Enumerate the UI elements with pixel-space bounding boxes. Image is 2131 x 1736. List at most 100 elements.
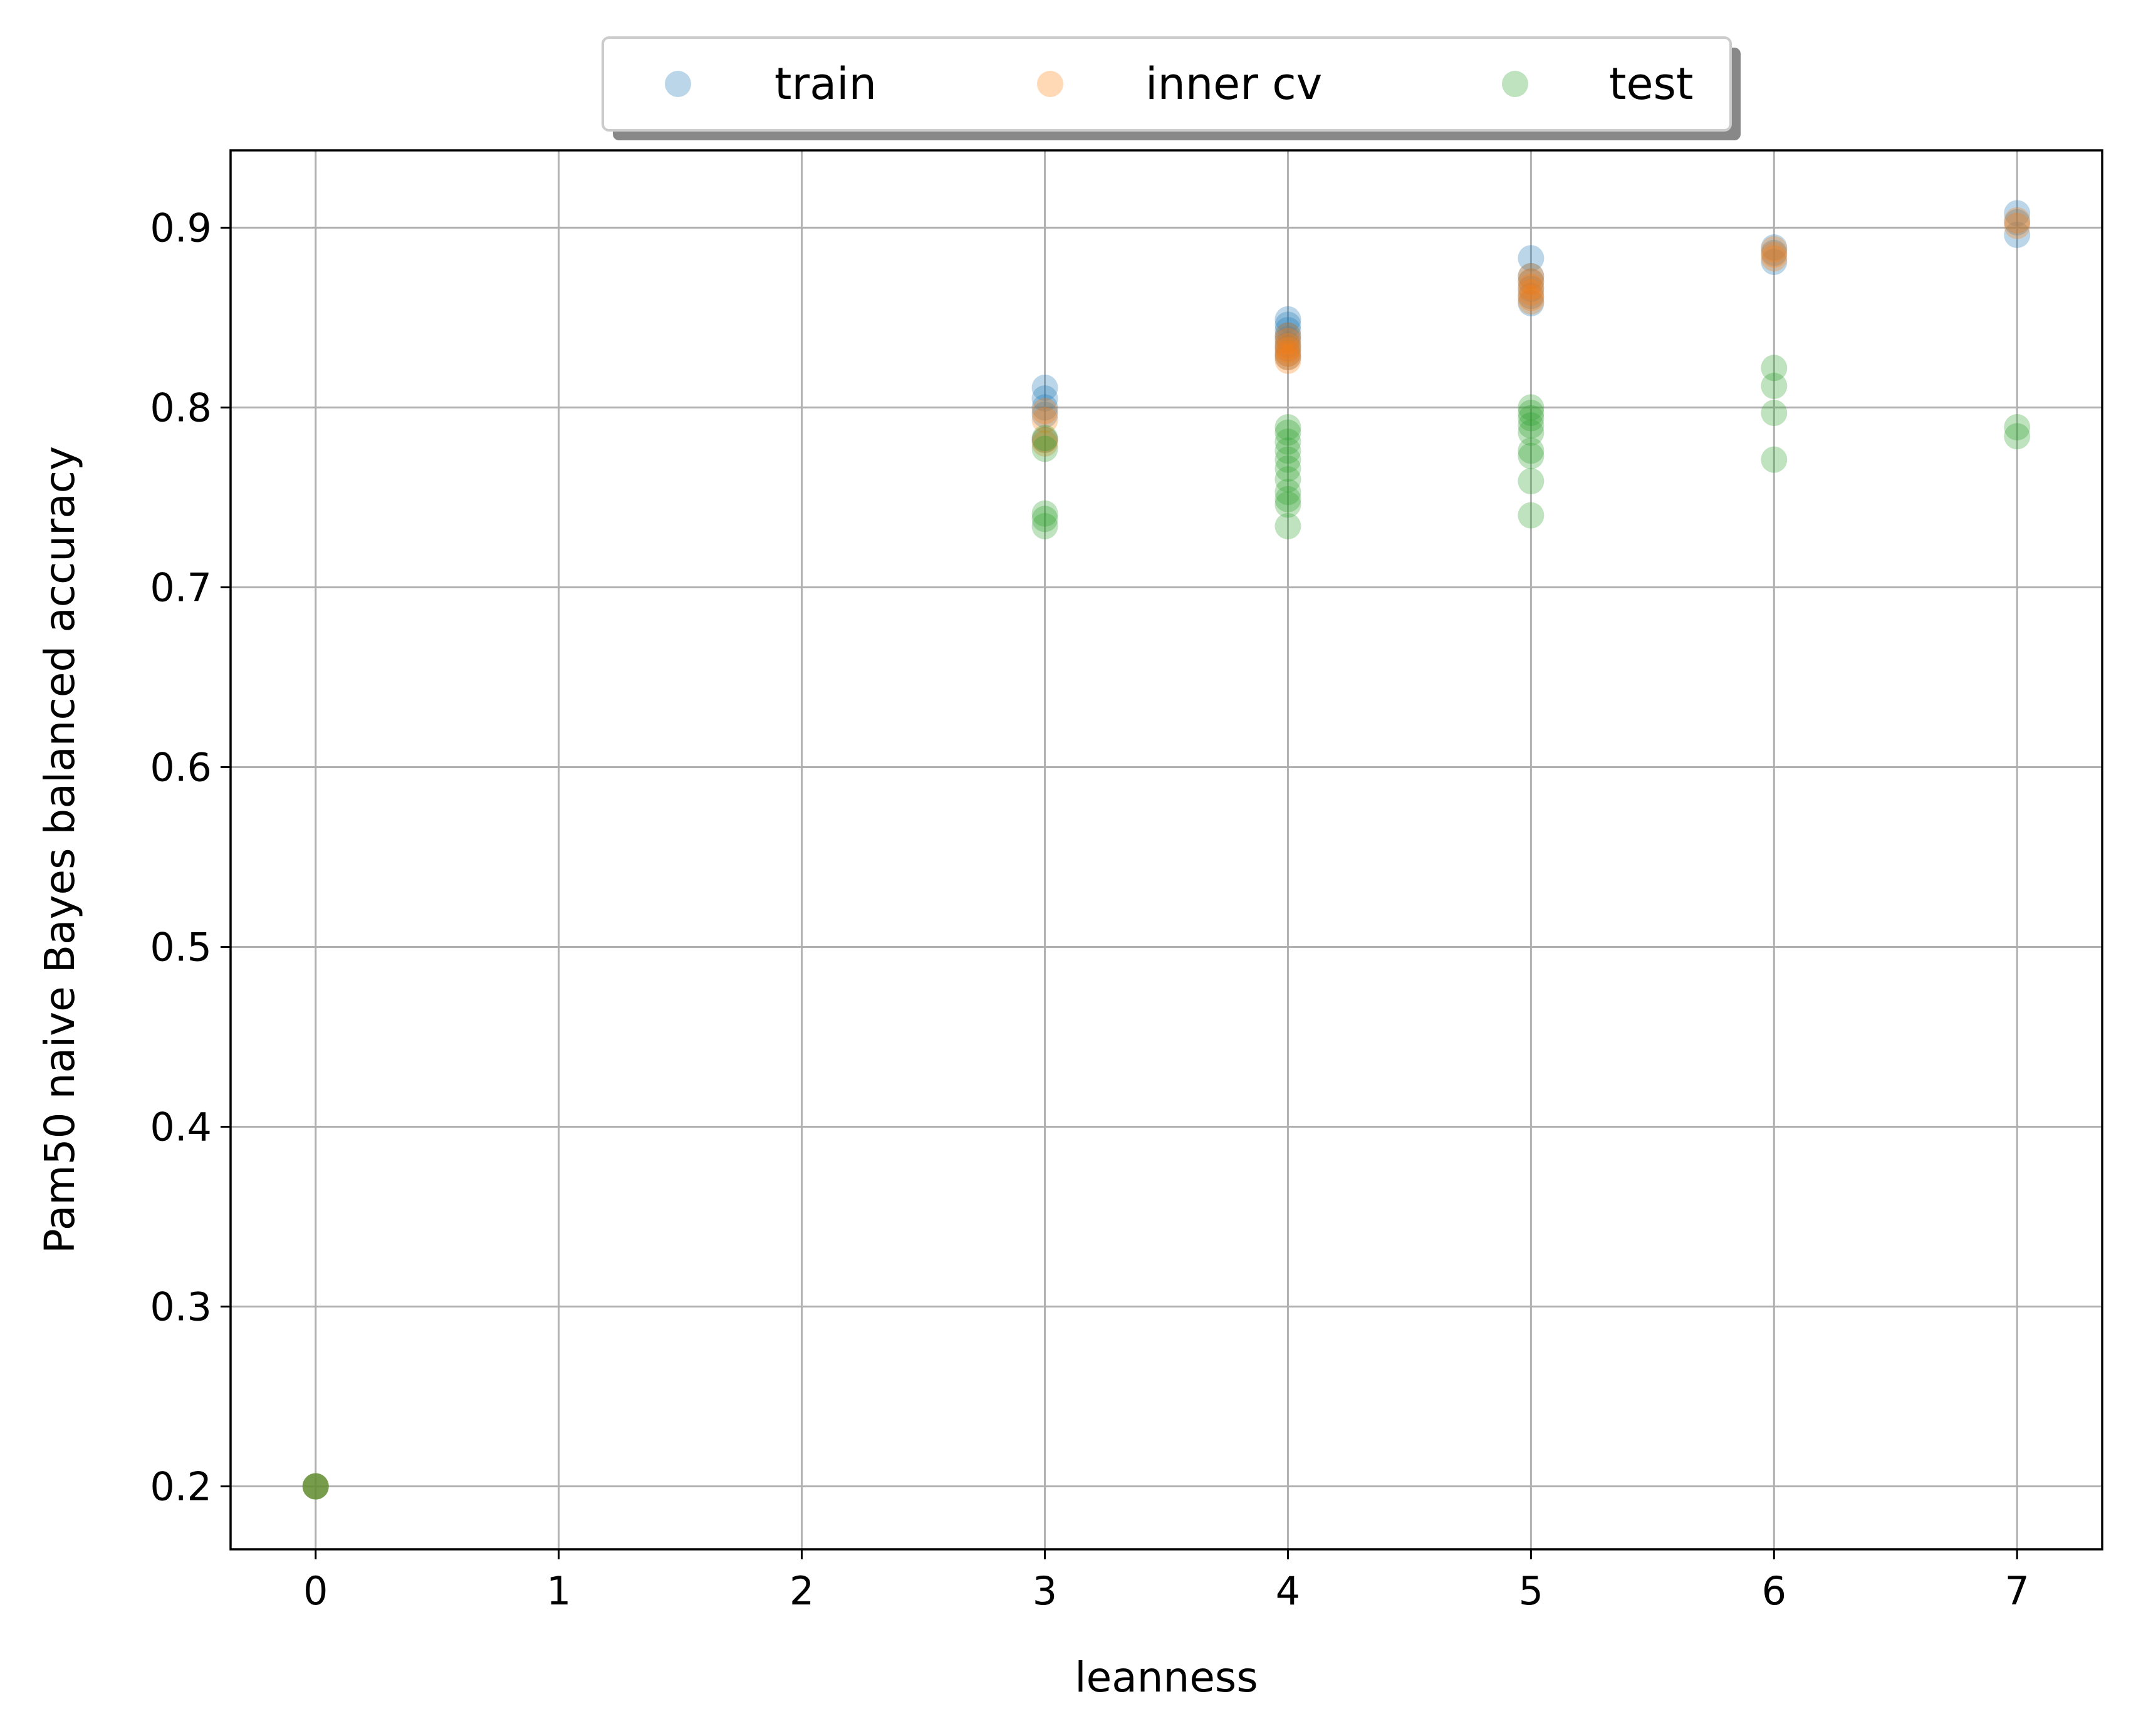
data-point (302, 1473, 329, 1500)
legend: train inner cv test (602, 36, 1741, 140)
legend-label: test (1609, 58, 1693, 110)
data-point (1761, 446, 1788, 473)
y-axis-label: Pam50 naive Bayes balanced accuracy (36, 446, 84, 1254)
y-tick-label: 0.3 (150, 1284, 212, 1330)
x-tick-label: 1 (546, 1568, 571, 1614)
plot-frame (229, 149, 2103, 1551)
x-tick-label: 2 (789, 1568, 814, 1614)
data-point (1518, 274, 1545, 301)
y-tick-label: 0.4 (150, 1104, 212, 1150)
data-point (1761, 372, 1788, 399)
data-point (1274, 446, 1301, 473)
data-point (1274, 344, 1301, 371)
data-point (1274, 344, 1301, 371)
legend-label: inner cv (1145, 58, 1322, 110)
data-point (1274, 340, 1301, 367)
data-point (1761, 239, 1788, 266)
y-tick-label: 0.8 (150, 385, 212, 430)
y-tick-label: 0.6 (150, 744, 212, 790)
data-point (1518, 468, 1545, 495)
data-point (1518, 284, 1545, 311)
data-point (302, 1473, 329, 1500)
data-point (1518, 405, 1545, 432)
data-point (1761, 241, 1788, 268)
data-point (1761, 355, 1788, 382)
data-point (1274, 336, 1301, 363)
data-point (1518, 245, 1545, 272)
grid-lines (231, 150, 2102, 1549)
x-tick-label: 7 (2005, 1568, 2029, 1614)
data-point (1518, 502, 1545, 529)
data-point (1274, 340, 1301, 367)
data-point (1274, 328, 1301, 355)
x-tick-label: 5 (1519, 1568, 1543, 1614)
data-point (2004, 414, 2031, 441)
data-point (1518, 262, 1545, 289)
data-point (1761, 245, 1788, 272)
data-point (1274, 512, 1301, 539)
data-point (1031, 385, 1058, 412)
data-point (1031, 427, 1058, 454)
legend-box (602, 36, 1732, 132)
series-train (302, 200, 2031, 1500)
legend-marker (1502, 71, 1528, 97)
data-point (2004, 423, 2031, 450)
data-point (1518, 437, 1545, 464)
y-tick-label: 0.9 (150, 205, 212, 251)
data-point (2004, 209, 2031, 236)
data-point (1518, 262, 1545, 289)
data-point (1518, 442, 1545, 469)
y-tick-label: 0.5 (150, 924, 212, 970)
data-point (1031, 374, 1058, 401)
data-point (1761, 400, 1788, 427)
data-point (1031, 401, 1058, 428)
data-point (1274, 437, 1301, 464)
data-point (1274, 466, 1301, 493)
data-point (1518, 419, 1545, 446)
y-tick-label: 0.7 (150, 564, 212, 610)
data-point (1031, 500, 1058, 527)
data-point (1274, 479, 1301, 506)
data-point (1761, 234, 1788, 261)
data-point (1518, 289, 1545, 316)
data-point (1031, 430, 1058, 457)
x-tick-label: 0 (303, 1568, 328, 1614)
x-axis-label: leanness (1075, 1653, 1258, 1702)
x-tick-label: 4 (1276, 1568, 1300, 1614)
data-point (1031, 427, 1058, 454)
data-points (302, 200, 2031, 1500)
data-point (1274, 491, 1301, 518)
data-point (1274, 317, 1301, 344)
data-point (1518, 279, 1545, 306)
data-point (1761, 236, 1788, 262)
x-tick-label: 6 (1762, 1568, 1786, 1614)
data-point (1518, 268, 1545, 295)
data-point (1031, 506, 1058, 533)
data-point (302, 1473, 329, 1500)
data-point (1274, 414, 1301, 441)
data-point (1274, 455, 1301, 482)
data-point (1518, 283, 1545, 309)
data-point (1274, 428, 1301, 455)
data-point (1274, 326, 1301, 353)
data-point (1031, 394, 1058, 421)
legend-marker (1037, 71, 1063, 97)
data-point (1274, 322, 1301, 349)
legend-label: train (774, 58, 877, 110)
data-point (1274, 419, 1301, 446)
data-point (1518, 412, 1545, 439)
data-point (2004, 207, 2031, 234)
data-point (1274, 333, 1301, 360)
data-point (2004, 212, 2031, 239)
data-point (1274, 347, 1301, 374)
data-point (1274, 306, 1301, 333)
data-point (1518, 276, 1545, 303)
data-point (1274, 486, 1301, 512)
data-point (1031, 425, 1058, 452)
data-point (1031, 512, 1058, 539)
series-test (302, 355, 2031, 1500)
data-point (1518, 394, 1545, 421)
data-point (302, 1473, 329, 1500)
